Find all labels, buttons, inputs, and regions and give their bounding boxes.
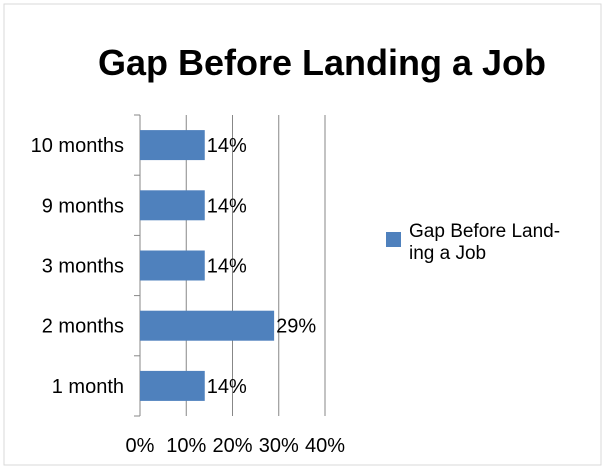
bar [140, 130, 205, 161]
chart-title: Gap Before Landing a Job [98, 42, 546, 83]
data-label: 14% [207, 376, 247, 398]
category-label: 1 month [52, 376, 124, 398]
x-tick-label: 20% [212, 435, 252, 457]
data-label: 14% [207, 135, 247, 157]
legend-swatch [386, 232, 401, 247]
x-tick-label: 10% [166, 435, 206, 457]
chart-border [3, 3, 602, 466]
bar [140, 310, 275, 341]
bar [140, 190, 205, 221]
bar [140, 370, 205, 401]
x-tick-label: 30% [259, 435, 299, 457]
category-label: 9 months [42, 195, 124, 217]
category-label: 2 months [42, 316, 124, 338]
legend-label: ing a Job [409, 243, 486, 264]
legend-label: Gap Before Land- [409, 221, 560, 242]
category-label: 3 months [42, 256, 124, 278]
x-tick-label: 0% [126, 435, 155, 457]
data-label: 14% [207, 195, 247, 217]
data-label: 14% [207, 256, 247, 278]
category-label: 10 months [31, 135, 124, 157]
bar [140, 250, 205, 281]
x-tick-label: 40% [305, 435, 345, 457]
data-label: 29% [276, 316, 316, 338]
